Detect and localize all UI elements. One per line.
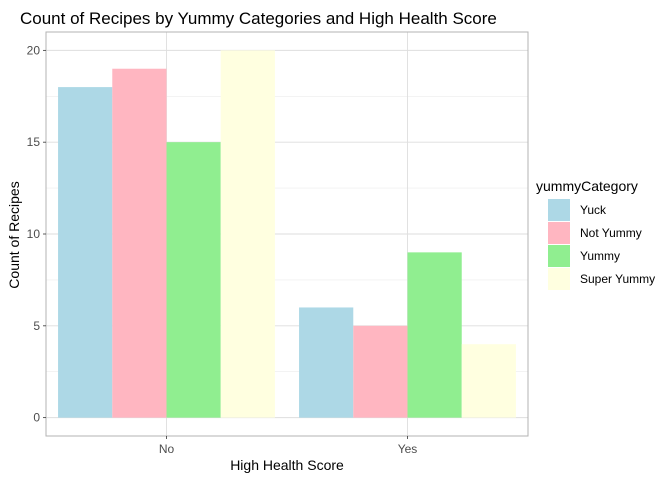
legend: yummyCategory Yuck Not Yummy Yummy Super Yu…: [536, 178, 655, 290]
bars: [58, 50, 516, 418]
legend-title: yummyCategory: [536, 178, 638, 194]
x-axis-ticks: No Yes: [159, 436, 417, 456]
bar-no-super-yummy: [220, 50, 275, 418]
legend-label: Yuck: [580, 203, 607, 217]
bar-yes-super-yummy: [461, 344, 516, 418]
y-tick-label: 10: [27, 227, 41, 241]
y-axis-title: Count of Recipes: [6, 181, 22, 288]
y-axis-ticks: 0 5 10 15 20: [27, 43, 46, 425]
legend-key: [548, 268, 570, 290]
y-tick-label: 20: [27, 43, 41, 57]
bar-yes-yuck: [299, 307, 354, 418]
bar-no-not-yummy: [112, 68, 167, 418]
legend-key: [548, 245, 570, 267]
bar-no-yuck: [58, 87, 113, 418]
chart-title: Count of Recipes by Yummy Categories and…: [20, 9, 497, 28]
bar-yes-yummy: [407, 252, 462, 418]
y-tick-label: 15: [27, 135, 41, 149]
x-axis-title: High Health Score: [230, 457, 344, 473]
legend-label: Super Yummy: [580, 272, 655, 286]
x-tick-label: Yes: [398, 442, 418, 456]
bar-no-yummy: [166, 142, 221, 418]
y-tick-label: 5: [33, 319, 40, 333]
legend-key: [548, 199, 570, 221]
legend-label: Not Yummy: [580, 226, 642, 240]
legend-key: [548, 222, 570, 244]
bar-yes-not-yummy: [353, 325, 408, 418]
y-tick-label: 0: [33, 411, 40, 425]
legend-label: Yummy: [580, 249, 620, 263]
x-tick-label: No: [159, 442, 175, 456]
